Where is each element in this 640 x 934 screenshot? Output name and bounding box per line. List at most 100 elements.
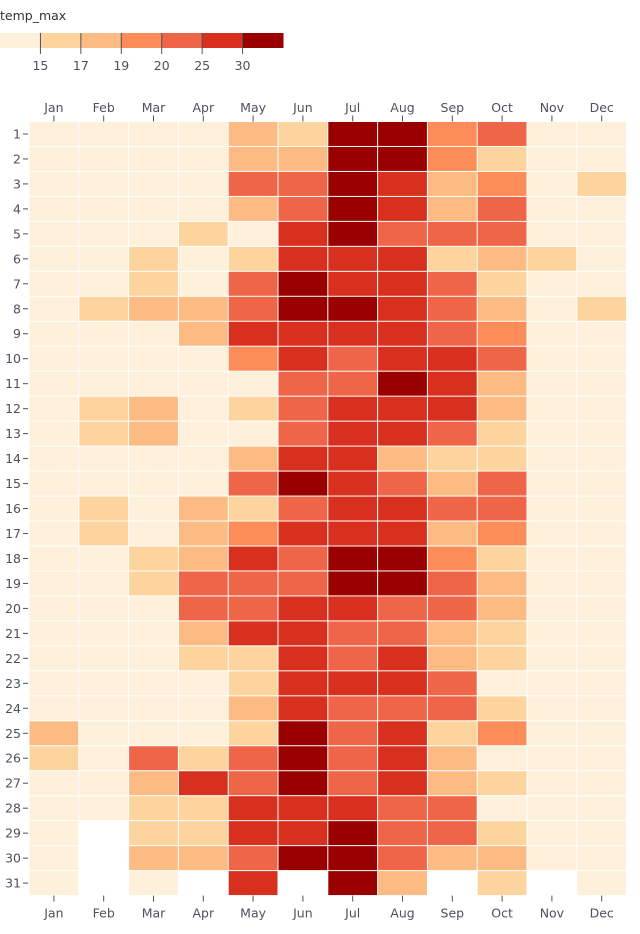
heatmap-cell [328, 496, 378, 521]
heatmap-cell [427, 122, 477, 146]
heatmap-cell [378, 171, 427, 196]
heatmap-cell [378, 771, 427, 796]
y-axis-label: 24 [5, 701, 21, 716]
heatmap-cell [29, 196, 79, 221]
heatmap-cell [577, 122, 627, 146]
heatmap-cell [577, 346, 627, 371]
heatmap-cell [527, 396, 577, 421]
heatmap-cell [328, 371, 378, 396]
legend-swatch [40, 33, 82, 48]
x-axis-label-top: Oct [491, 100, 513, 115]
heatmap-cell [328, 696, 378, 721]
heatmap-cell [29, 496, 79, 521]
legend: 15 17 19 20 25 30 [0, 33, 284, 73]
y-axis-label: 6 [13, 251, 21, 266]
heatmap-cell [228, 671, 278, 696]
heatmap-cell [29, 771, 79, 796]
heatmap-cell [29, 396, 79, 421]
heatmap-cell [278, 621, 328, 646]
heatmap-cell [228, 596, 278, 621]
y-axis-label: 8 [13, 301, 21, 316]
heatmap-cell [79, 471, 129, 496]
heatmap-cell [328, 171, 378, 196]
y-axis-label: 3 [13, 176, 21, 191]
heatmap-cell [278, 771, 328, 796]
heatmap-cell [427, 696, 477, 721]
legend-swatch [0, 33, 41, 48]
heatmap-cell [129, 846, 178, 871]
heatmap-cell [477, 571, 527, 596]
y-axis-label: 4 [13, 201, 21, 216]
heatmap-cell [129, 346, 178, 371]
heatmap-cell [477, 821, 527, 846]
heatmap-cells [29, 122, 627, 896]
heatmap-cell [278, 746, 328, 771]
heatmap-cell [129, 621, 178, 646]
heatmap-cell [577, 321, 627, 346]
heatmap-cell [178, 496, 228, 521]
heatmap-cell [477, 171, 527, 196]
heatmap-cell [29, 421, 79, 446]
legend-tick-label: 30 [235, 58, 251, 73]
heatmap-cell [577, 621, 627, 646]
y-axis-label: 2 [13, 151, 21, 166]
heatmap-cell [577, 796, 627, 821]
heatmap-cell [29, 671, 79, 696]
heatmap-cell [228, 821, 278, 846]
heatmap-cell [129, 721, 178, 746]
heatmap-cell [29, 446, 79, 471]
heatmap-cell [79, 296, 129, 321]
heatmap-cell [129, 696, 178, 721]
heatmap-cell [328, 446, 378, 471]
heatmap-cell [477, 721, 527, 746]
heatmap-cell [29, 122, 79, 146]
heatmap-cell [378, 396, 427, 421]
heatmap-cell [278, 696, 328, 721]
heatmap-cell [178, 671, 228, 696]
heatmap-cell [477, 446, 527, 471]
heatmap-cell [278, 671, 328, 696]
heatmap-cell [79, 196, 129, 221]
heatmap-cell [29, 246, 79, 271]
heatmap-cell [527, 296, 577, 321]
heatmap-cell [178, 821, 228, 846]
heatmap-cell [129, 471, 178, 496]
heatmap-cell [477, 796, 527, 821]
heatmap-cell [278, 446, 328, 471]
heatmap-cell [477, 321, 527, 346]
heatmap-cell [577, 396, 627, 421]
heatmap-cell [29, 821, 79, 846]
heatmap-cell [527, 271, 577, 296]
y-axis-label: 17 [5, 526, 21, 541]
heatmap-cell [178, 271, 228, 296]
heatmap-cell [129, 196, 178, 221]
heatmap-cell [29, 871, 79, 896]
heatmap-cell [129, 546, 178, 571]
heatmap-cell [29, 521, 79, 546]
heatmap-cell [278, 221, 328, 246]
heatmap-cell [477, 421, 527, 446]
heatmap-cell [477, 621, 527, 646]
heatmap-cell [278, 646, 328, 671]
y-axis-label: 1 [13, 126, 21, 141]
legend-tick-label: 19 [113, 58, 129, 73]
heatmap-cell [427, 621, 477, 646]
y-axis-label: 22 [5, 651, 21, 666]
axes: Jan Jan Feb Feb Mar Mar Apr Apr May May Jun Jun Jul J… [5, 100, 614, 921]
heatmap-cell [378, 371, 427, 396]
y-axis-label: 26 [5, 751, 21, 766]
heatmap-cell [378, 796, 427, 821]
y-axis-label: 19 [5, 576, 21, 591]
heatmap-cell [178, 596, 228, 621]
heatmap-cell [477, 671, 527, 696]
heatmap-cell [178, 621, 228, 646]
heatmap-cell [129, 446, 178, 471]
heatmap-cell [278, 146, 328, 171]
heatmap-cell [228, 646, 278, 671]
heatmap-cell [328, 646, 378, 671]
heatmap-cell [278, 122, 328, 146]
heatmap-cell [378, 521, 427, 546]
y-axis-label: 28 [5, 801, 21, 816]
heatmap-cell [228, 396, 278, 421]
x-axis-label-bottom: Aug [390, 906, 414, 921]
